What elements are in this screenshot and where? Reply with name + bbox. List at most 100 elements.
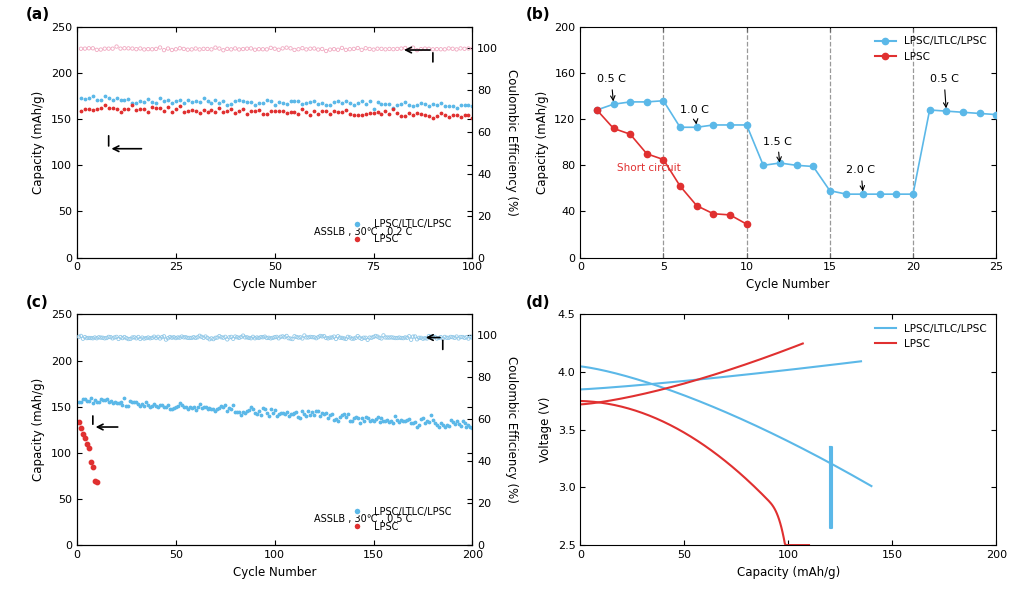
- Point: [294, 407, 310, 416]
- Point: [334, 333, 350, 343]
- Point: [135, 400, 151, 409]
- Point: [393, 415, 410, 425]
- Point: [304, 407, 320, 417]
- Point: [432, 108, 449, 118]
- Point: [364, 415, 380, 425]
- Point: [152, 334, 168, 343]
- Legend: LPSC/LTLC/LPSC, LPSC: LPSC/LTLC/LPSC, LPSC: [871, 32, 991, 66]
- Point: [77, 44, 93, 53]
- Point: [447, 419, 463, 429]
- Point: [255, 98, 271, 108]
- Point: [120, 104, 137, 114]
- Point: [449, 44, 465, 54]
- Point: [460, 101, 477, 110]
- Point: [132, 44, 149, 53]
- Point: [165, 403, 182, 413]
- Point: [193, 332, 210, 341]
- Point: [330, 331, 346, 341]
- Point: [215, 96, 231, 105]
- Point: [436, 332, 453, 342]
- Point: [407, 418, 423, 427]
- Point: [77, 332, 93, 342]
- Point: [389, 416, 406, 425]
- Point: [79, 439, 96, 449]
- Point: [441, 421, 457, 431]
- Point: [71, 332, 87, 341]
- Point: [148, 333, 164, 343]
- Point: [334, 43, 350, 53]
- Point: [287, 45, 303, 55]
- Point: [368, 331, 384, 341]
- Point: [270, 97, 287, 107]
- Point: [336, 409, 352, 418]
- Point: [282, 96, 299, 106]
- Point: [231, 45, 248, 55]
- Point: [233, 411, 250, 420]
- Point: [180, 405, 196, 415]
- Point: [101, 104, 117, 113]
- Point: [405, 332, 421, 341]
- Point: [413, 44, 429, 54]
- Point: [156, 96, 173, 105]
- Point: [462, 422, 479, 432]
- Point: [381, 333, 397, 343]
- Point: [120, 334, 137, 344]
- Point: [314, 332, 331, 341]
- Point: [326, 97, 342, 107]
- Point: [278, 331, 295, 341]
- Point: [291, 333, 307, 343]
- Point: [366, 104, 382, 113]
- Point: [415, 413, 431, 423]
- Point: [409, 101, 425, 110]
- Point: [417, 99, 433, 109]
- Point: [242, 334, 259, 343]
- Point: [120, 401, 137, 411]
- Point: [379, 332, 395, 342]
- Point: [219, 335, 235, 344]
- Point: [328, 334, 344, 344]
- Point: [366, 332, 382, 342]
- Point: [302, 97, 318, 107]
- Point: [215, 403, 231, 412]
- Point: [409, 46, 425, 55]
- Point: [355, 333, 372, 343]
- Y-axis label: Capacity (mAh/g): Capacity (mAh/g): [33, 378, 45, 482]
- Point: [261, 333, 277, 343]
- Point: [88, 104, 105, 114]
- Point: [77, 394, 93, 404]
- Point: [246, 106, 263, 116]
- Point: [282, 107, 299, 116]
- Point: [184, 333, 200, 343]
- Point: [289, 407, 305, 417]
- Point: [319, 334, 336, 343]
- Point: [174, 332, 190, 341]
- Point: [167, 333, 184, 343]
- Point: [319, 413, 336, 423]
- Point: [423, 411, 440, 420]
- Point: [160, 401, 177, 410]
- Point: [144, 401, 160, 410]
- Point: [434, 420, 451, 430]
- Point: [349, 43, 366, 53]
- Point: [397, 43, 414, 53]
- Point: [227, 96, 243, 106]
- Point: [79, 333, 96, 343]
- Point: [334, 107, 350, 116]
- Point: [372, 333, 388, 343]
- Point: [191, 331, 207, 341]
- Point: [116, 394, 132, 403]
- X-axis label: Capacity (mAh/g): Capacity (mAh/g): [736, 565, 840, 579]
- Point: [207, 108, 224, 117]
- Point: [81, 44, 98, 53]
- Point: [338, 96, 354, 106]
- Point: [109, 93, 125, 103]
- Point: [370, 98, 386, 107]
- Point: [353, 110, 370, 120]
- Point: [397, 96, 414, 106]
- Point: [265, 333, 281, 343]
- Point: [124, 100, 141, 110]
- Point: [107, 397, 123, 407]
- Point: [300, 406, 316, 416]
- Point: [294, 334, 310, 343]
- Point: [188, 333, 204, 343]
